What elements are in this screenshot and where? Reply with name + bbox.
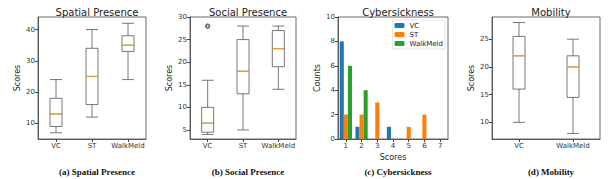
svg-text:6: 6 (331, 62, 336, 70)
svg-text:20: 20 (178, 58, 187, 66)
svg-text:WalkMeld: WalkMeld (410, 40, 444, 48)
svg-text:8: 8 (331, 37, 335, 45)
svg-text:4: 4 (391, 142, 396, 150)
svg-text:10: 10 (326, 13, 335, 21)
svg-text:15: 15 (480, 91, 489, 99)
svg-text:Mobility: Mobility (531, 7, 570, 18)
svg-text:10: 10 (480, 118, 489, 126)
svg-text:Scores: Scores (165, 65, 174, 92)
svg-text:25: 25 (480, 35, 489, 43)
svg-text:25: 25 (178, 36, 187, 44)
svg-text:2: 2 (331, 111, 335, 119)
svg-text:7: 7 (438, 142, 442, 150)
svg-text:5: 5 (183, 126, 187, 134)
svg-text:1: 1 (344, 142, 348, 150)
svg-text:Scores: Scores (13, 65, 22, 92)
svg-text:WalkMeld: WalkMeld (262, 142, 296, 150)
svg-text:6: 6 (422, 142, 427, 150)
svg-text:Spatial Presence: Spatial Presence (56, 7, 139, 18)
svg-text:ST: ST (88, 142, 97, 150)
svg-text:WalkMeld: WalkMeld (111, 142, 145, 150)
svg-text:Social Presence: Social Presence (209, 7, 287, 18)
svg-text:20: 20 (26, 88, 35, 96)
svg-text:(a) Spatial Presence: (a) Spatial Presence (59, 167, 135, 177)
svg-text:40: 40 (26, 26, 35, 34)
svg-text:ST: ST (239, 142, 248, 150)
svg-text:VC: VC (51, 142, 61, 150)
svg-text:WalkMeld: WalkMeld (556, 142, 590, 150)
svg-text:VC: VC (514, 142, 524, 150)
svg-text:30: 30 (26, 57, 35, 65)
svg-text:Counts: Counts (313, 64, 322, 92)
svg-text:0: 0 (331, 135, 335, 143)
svg-text:20: 20 (480, 63, 489, 71)
svg-text:(d) Mobility: (d) Mobility (528, 167, 575, 177)
svg-text:VC: VC (203, 142, 213, 150)
svg-text:10: 10 (26, 119, 35, 127)
svg-text:ST: ST (410, 31, 419, 39)
svg-text:Scores: Scores (380, 153, 407, 162)
svg-text:15: 15 (178, 81, 187, 89)
svg-text:3: 3 (375, 142, 379, 150)
svg-text:4: 4 (331, 86, 336, 94)
svg-text:Scores: Scores (467, 65, 476, 92)
svg-text:Cybersickness: Cybersickness (362, 7, 434, 18)
svg-text:5: 5 (406, 142, 410, 150)
svg-text:10: 10 (178, 103, 187, 111)
svg-text:(b) Social Presence: (b) Social Presence (212, 167, 284, 177)
svg-text:2: 2 (359, 142, 363, 150)
svg-text:VC: VC (410, 22, 420, 30)
svg-text:30: 30 (178, 13, 187, 21)
svg-text:(c) Cybersickness: (c) Cybersickness (364, 167, 432, 177)
